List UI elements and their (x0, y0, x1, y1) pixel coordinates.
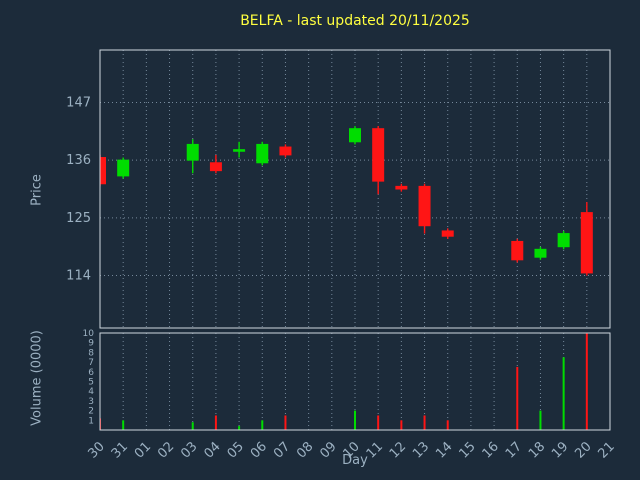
x-tick-label: 15 (456, 439, 478, 461)
volume-tick-label: 10 (83, 329, 95, 339)
volume-tick-label: 5 (88, 378, 94, 388)
candle-body-03 (186, 143, 199, 161)
price-tick-label: 114 (66, 269, 91, 284)
x-tick-label: 14 (433, 439, 455, 461)
volume-panel-border (99, 332, 611, 431)
candle-body-11 (372, 128, 385, 182)
x-tick-label: 01 (132, 439, 154, 461)
x-tick-label: 19 (549, 439, 571, 461)
price-tick-label: 125 (66, 211, 91, 226)
volume-tick-label: 4 (88, 387, 94, 397)
candle-body-18 (534, 248, 547, 258)
candle-body-07 (279, 146, 292, 156)
volume-tick-label: 2 (88, 407, 94, 417)
volume-tick-label: 9 (88, 339, 94, 349)
candle-body-04 (209, 162, 222, 172)
candle-body-19 (557, 233, 570, 248)
x-tick-label: 20 (572, 439, 594, 461)
x-tick-label: 04 (201, 439, 223, 461)
price-tick-label: 147 (66, 95, 91, 110)
x-axis-label: Day (342, 453, 368, 468)
candle-body-05 (233, 149, 246, 152)
volume-layer (100, 333, 588, 430)
price-tick-label: 136 (66, 153, 91, 168)
volume-tick-label: 7 (88, 358, 94, 368)
price-panel-border (99, 49, 611, 329)
x-tick-label: 03 (178, 439, 200, 461)
x-tick-label: 17 (503, 439, 525, 461)
x-tick-label: 13 (410, 439, 432, 461)
x-tick-label: 08 (294, 439, 316, 461)
x-tick-label: 11 (364, 439, 386, 461)
x-tick-label: 16 (480, 439, 502, 461)
x-tick-label: 12 (387, 439, 409, 461)
x-tick-label: 21 (596, 439, 618, 461)
volume-tick-label: 6 (88, 368, 94, 378)
candle-body-30 (100, 157, 106, 185)
x-tick-label: 06 (248, 439, 270, 461)
candle-body-13 (418, 185, 431, 227)
x-tick-label: 10 (341, 439, 363, 461)
candle-body-10 (349, 128, 361, 143)
x-tick-label: 07 (271, 439, 293, 461)
candle-body-12 (395, 185, 408, 190)
x-tick-label: 02 (155, 439, 177, 461)
candle-body-31 (117, 159, 130, 177)
candle-body-20 (580, 212, 593, 274)
x-tick-label: 30 (86, 439, 108, 461)
candle-body-17 (511, 240, 524, 261)
x-tick-label: 31 (109, 439, 131, 461)
candle-body-06 (256, 143, 269, 164)
candles-layer (100, 126, 593, 276)
volume-tick-label: 3 (88, 397, 94, 407)
volume-tick-label: 1 (88, 416, 94, 426)
x-tick-label: 18 (526, 439, 548, 461)
x-tick-label: 05 (225, 439, 247, 461)
volume-tick-label: 8 (88, 348, 94, 358)
chart-title: BELFA - last updated 20/11/2025 (240, 13, 470, 29)
candle-body-14 (441, 230, 454, 237)
x-tick-label: 09 (317, 439, 339, 461)
